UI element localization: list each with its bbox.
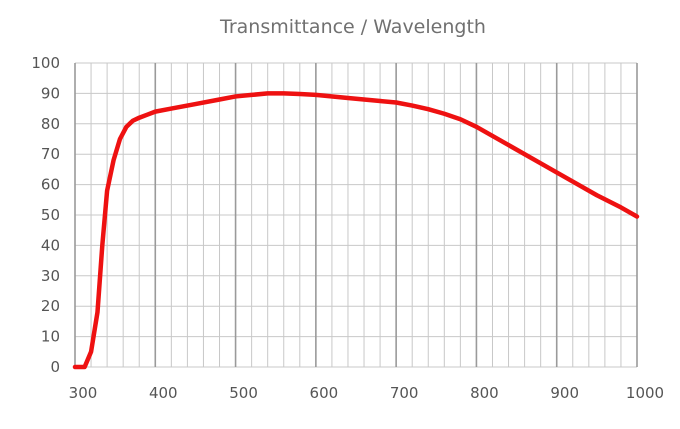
- grid: [74, 62, 638, 368]
- x-tick-label: 900: [550, 384, 579, 402]
- x-tick-label: 500: [229, 384, 258, 402]
- y-tick-label: 60: [41, 176, 60, 194]
- axis-ticks: 0 10 20 30 40 50 60 70 80 90 100 300 400 500 600 700 800…: [31, 54, 664, 402]
- y-tick-label: 10: [41, 328, 60, 346]
- series-line-transmittance: [72, 91, 640, 370]
- x-tick-label: 400: [149, 384, 178, 402]
- y-tick-label: 40: [41, 236, 60, 254]
- y-tick-label: 20: [41, 297, 60, 315]
- x-tick-label: 700: [390, 384, 419, 402]
- y-tick-label: 90: [41, 84, 60, 102]
- x-tick-label: 300: [69, 384, 98, 402]
- y-tick-label: 30: [41, 267, 60, 285]
- y-tick-label: 100: [31, 54, 60, 72]
- series-layer: [72, 91, 640, 370]
- chart-title: Transmittance / Wavelength: [219, 16, 486, 38]
- y-tick-label: 70: [41, 145, 60, 163]
- x-tick-label: 1000: [626, 384, 664, 402]
- x-tick-label: 800: [470, 384, 499, 402]
- x-tick-label: 600: [310, 384, 339, 402]
- y-tick-label: 50: [41, 206, 60, 224]
- y-tick-label: 0: [50, 358, 60, 376]
- y-tick-label: 80: [41, 115, 60, 133]
